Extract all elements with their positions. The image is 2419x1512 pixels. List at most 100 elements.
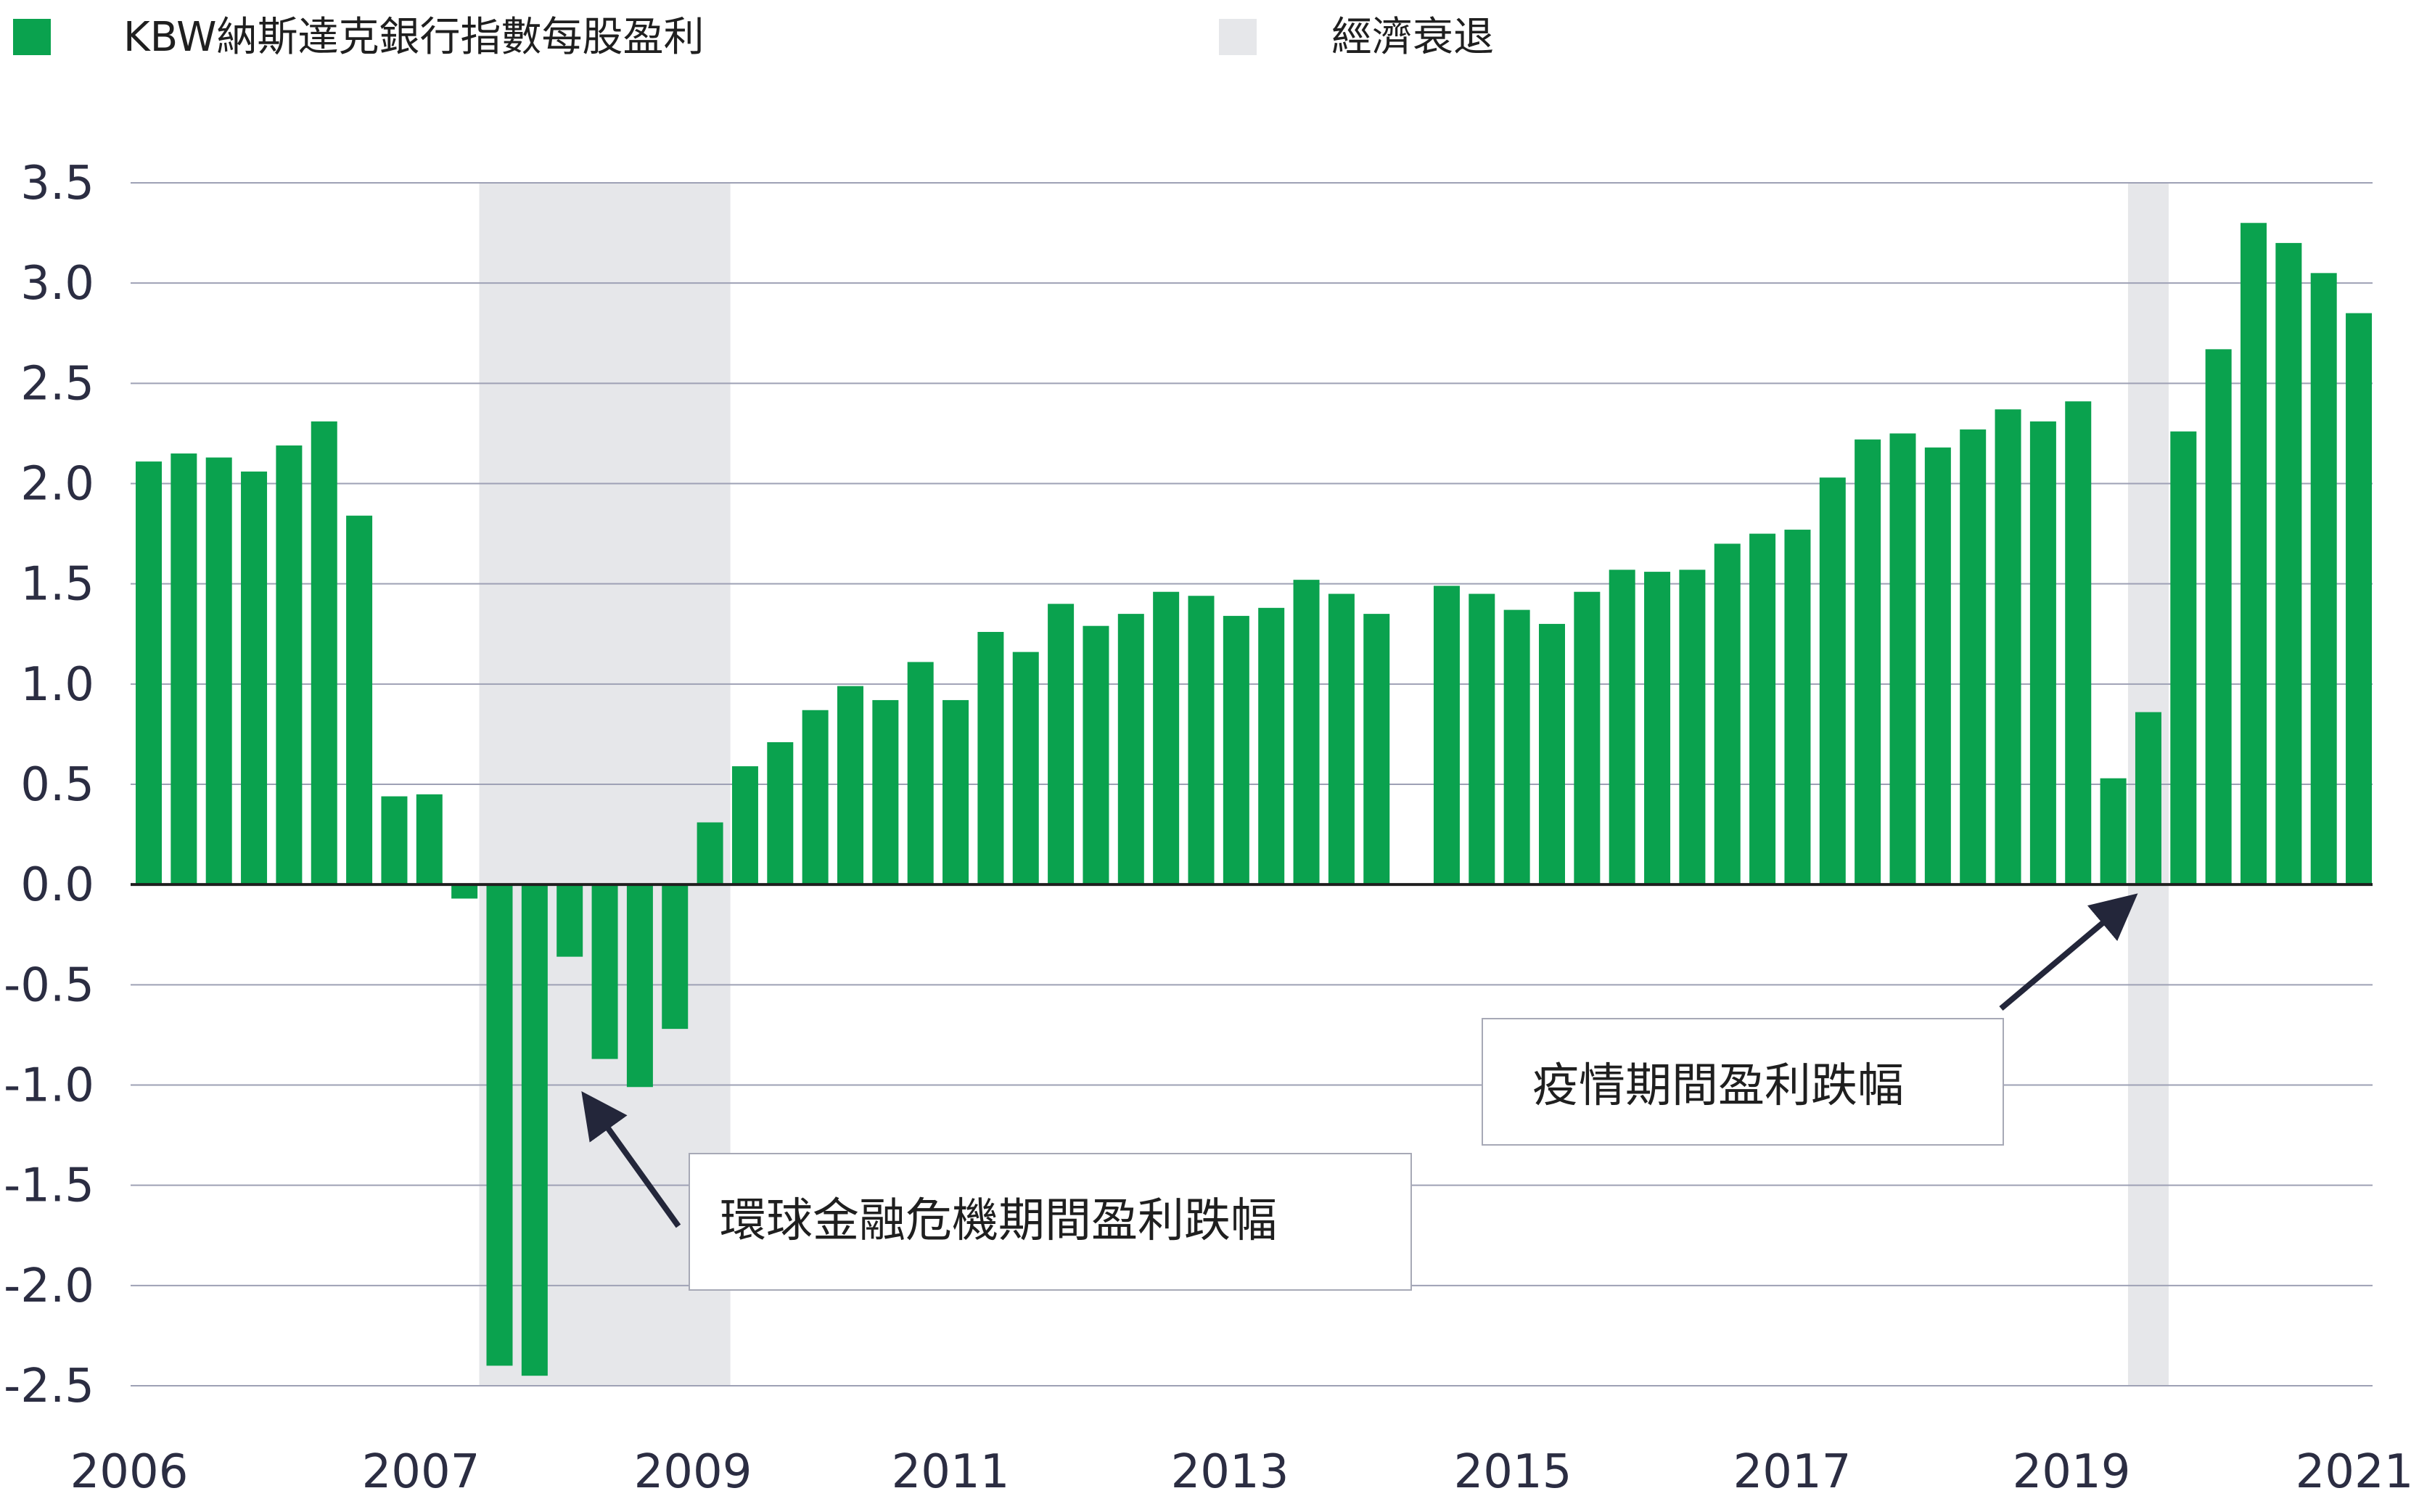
bar [2275, 242, 2302, 885]
y-tick-label: 2.5 [20, 357, 94, 411]
bar [1960, 429, 1987, 885]
bar [1433, 586, 1460, 885]
bar [731, 766, 758, 885]
bar [1117, 614, 1144, 885]
legend-swatch [13, 19, 51, 55]
bar [1609, 570, 1635, 885]
bar [1539, 623, 1565, 885]
bar [942, 699, 969, 885]
bar [2029, 421, 2056, 885]
bar [1819, 477, 1846, 885]
bar [1749, 533, 1776, 885]
bar [1679, 570, 1706, 885]
bar [1153, 591, 1180, 885]
x-tick-label: 2013 [1171, 1445, 1289, 1499]
bar [872, 699, 899, 885]
bar [1644, 572, 1671, 885]
x-tick-label: 2015 [1454, 1445, 1572, 1499]
bar [311, 421, 337, 885]
bar [1083, 625, 1109, 885]
bar [662, 884, 689, 1030]
annotation-box [1482, 1018, 2004, 1146]
x-axis-ticks: 2006 2007 2009 2011 2013 2015 2017 2019 2021 [70, 1445, 2414, 1499]
bar [1328, 593, 1355, 885]
bar [1223, 615, 1249, 885]
bar [591, 884, 618, 1059]
bar [977, 631, 1004, 885]
y-tick-label: -2.5 [4, 1360, 94, 1413]
bar [381, 796, 408, 885]
bar [486, 884, 513, 1366]
bar [1889, 433, 1916, 885]
legend-label: 經濟衰退 [1331, 14, 1494, 61]
bar [767, 741, 794, 885]
bar [1258, 607, 1285, 885]
legend-swatch [1219, 19, 1257, 55]
bar [2135, 712, 2161, 885]
bar [2100, 778, 2127, 885]
bar [1363, 614, 1390, 885]
y-tick-label: 3.5 [20, 157, 94, 210]
bar [1784, 530, 1811, 885]
bar [205, 457, 232, 885]
bar [2346, 313, 2373, 885]
bar [346, 515, 373, 885]
bar [171, 453, 197, 885]
bar [451, 884, 478, 899]
annotation-arrow [581, 1091, 681, 1228]
bar [1714, 543, 1741, 885]
annotation-box [689, 1153, 1412, 1291]
bar [2205, 349, 2232, 885]
bar [136, 461, 162, 885]
y-tick-label: 1.0 [20, 658, 94, 712]
y-tick-label: 1.5 [20, 558, 94, 612]
y-axis-ticks: 3.5 3.0 2.5 2.0 1.5 1.0 0.5 0.0 -0.5 -1.0 -1.5 -2.0… [4, 157, 94, 1413]
x-tick-label: 2019 [2013, 1445, 2131, 1499]
annotation-arrow [1999, 893, 2138, 1011]
bar [557, 884, 583, 957]
y-tick-label: 0.5 [20, 758, 94, 812]
bar [2065, 401, 2092, 885]
bar [907, 662, 934, 885]
x-tick-label: 2006 [70, 1445, 189, 1499]
bar [276, 445, 303, 885]
y-tick-label: 0.0 [20, 858, 94, 912]
bar [626, 884, 653, 1088]
y-tick-label: 3.0 [20, 257, 94, 311]
bar [521, 884, 548, 1376]
y-tick-label: -0.5 [4, 958, 94, 1012]
bar [1503, 609, 1530, 885]
bar [697, 822, 723, 885]
x-tick-label: 2021 [2296, 1445, 2414, 1499]
bar [1995, 409, 2021, 885]
bar [2241, 223, 2267, 885]
y-tick-label: 2.0 [20, 458, 94, 511]
annotation-text: 環球金融危機期間盈利跌幅 [720, 1194, 1277, 1248]
bar [1012, 652, 1039, 885]
bar [1924, 447, 1951, 885]
bar [1855, 439, 1881, 885]
bar [1469, 593, 1495, 885]
y-tick-label: -2.0 [4, 1260, 94, 1313]
annotation-text: 疫情期間盈利跌幅 [1532, 1059, 1904, 1113]
bar [1574, 591, 1601, 885]
bar [2310, 273, 2337, 885]
y-tick-label: -1.0 [4, 1059, 94, 1113]
annotations: 環球金融危機期間盈利跌幅 疫情期間盈利跌幅 [581, 893, 2138, 1291]
y-tick-label: -1.5 [4, 1159, 94, 1213]
x-tick-label: 2011 [892, 1445, 1010, 1499]
x-tick-label: 2017 [1733, 1445, 1852, 1499]
bar [802, 710, 829, 885]
x-tick-label: 2009 [634, 1445, 752, 1499]
bars [136, 223, 2373, 1376]
legend: KBW納斯達克銀行指數每股盈利 經濟衰退 [13, 14, 1494, 61]
bar [1293, 580, 1320, 885]
x-tick-label: 2007 [362, 1445, 480, 1499]
bar [416, 794, 443, 885]
bar [837, 686, 863, 885]
bar [1188, 596, 1215, 885]
bar [241, 471, 268, 885]
bar [2170, 431, 2197, 885]
bar [1048, 604, 1075, 885]
